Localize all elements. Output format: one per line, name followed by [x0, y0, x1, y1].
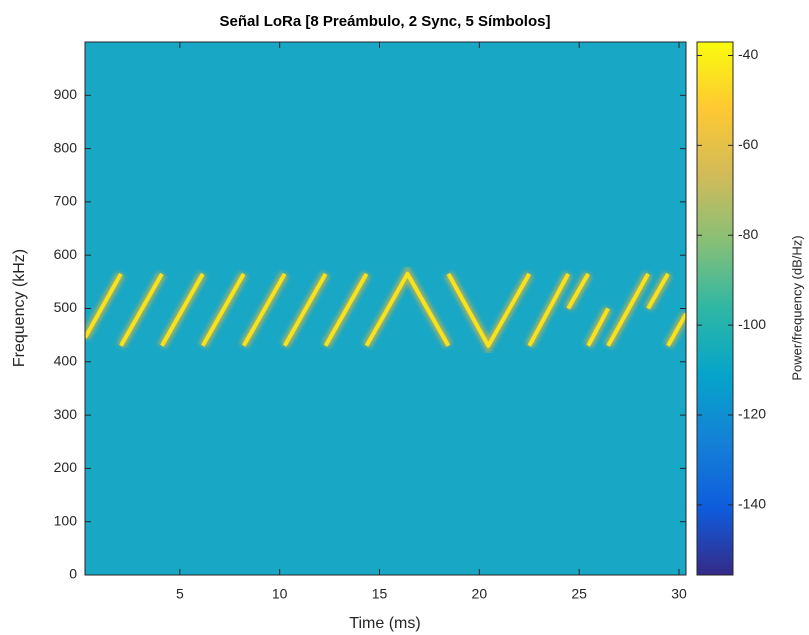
x-tick-label: 25	[571, 586, 587, 602]
colorbar-tick-label: -80	[738, 226, 758, 242]
colorbar	[696, 41, 734, 576]
x-tick-label: 20	[472, 586, 488, 602]
y-tick-label: 700	[54, 193, 78, 209]
colorbar-tick-label: -60	[738, 136, 758, 152]
y-tick-label: 0	[69, 566, 77, 582]
chart-title: Señal LoRa [8 Preámbulo, 2 Sync, 5 Símbo…	[220, 13, 551, 30]
chirp-group	[85, 264, 686, 355]
x-tick-label: 15	[372, 586, 388, 602]
x-tick-label: 5	[176, 586, 184, 602]
y-tick-label: 600	[54, 246, 78, 262]
colorbar-tick-label: -120	[738, 406, 766, 422]
chirp-line	[85, 271, 686, 348]
x-axis-label: Time (ms)	[349, 615, 420, 632]
colorbar-label: Power/frequency (dB/Hz)	[789, 235, 804, 380]
colorbar-tick-label: -40	[738, 46, 758, 62]
y-axis-label: Frequency (kHz)	[11, 249, 28, 367]
colorbar-tick-label: -140	[738, 496, 766, 512]
y-tick-label: 800	[54, 139, 78, 155]
y-tick-label: 100	[54, 512, 78, 528]
y-tick-label: 400	[54, 353, 78, 369]
y-tick-label: 300	[54, 406, 78, 422]
x-tick-label: 30	[671, 586, 687, 602]
colorbar-tick-label: -100	[738, 316, 766, 332]
x-tick-label: 10	[272, 586, 288, 602]
y-tick-label: 900	[54, 86, 78, 102]
y-tick-label: 500	[54, 299, 78, 315]
y-tick-label: 200	[54, 459, 78, 475]
